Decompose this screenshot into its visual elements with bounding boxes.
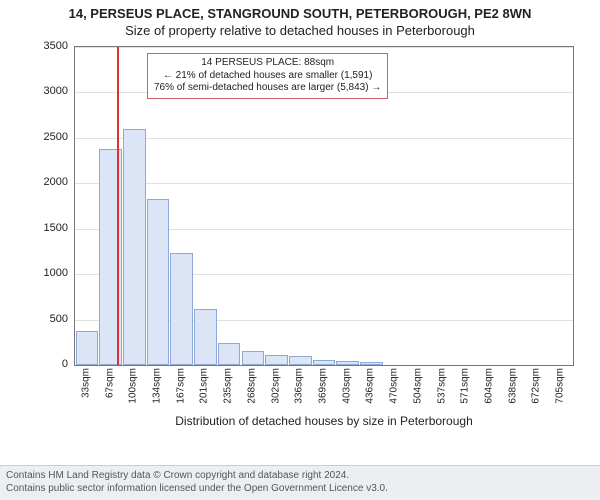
x-tick: 369sqm [318,368,329,404]
histogram-bar [360,362,383,365]
x-tick: 470sqm [389,368,400,404]
footer-line2: Contains public sector information licen… [6,483,594,496]
y-tick: 1000 [44,267,68,279]
x-tick: 167sqm [175,368,186,404]
y-tick: 1500 [44,222,68,234]
y-tick: 0 [62,358,68,370]
x-axis-ticks: 33sqm 67sqm 100sqm 134sqm 167sqm 201sqm 235sqm… [74,368,574,414]
histogram-bar [313,360,336,365]
y-tick: 500 [50,313,68,325]
x-tick: 67sqm [104,368,115,398]
x-tick: 504sqm [412,368,423,404]
gridline [75,183,573,184]
x-tick: 33sqm [80,368,91,398]
x-tick: 571sqm [460,368,471,404]
histogram-bar [289,356,312,365]
plot-area: 14 PERSEUS PLACE: 88sqm ← 21% of detache… [74,46,574,366]
gridline [75,47,573,48]
histogram-bar [242,351,265,365]
histogram-bar [194,309,217,365]
histogram-bar [218,343,241,365]
x-tick: 403sqm [341,368,352,404]
gridline [75,138,573,139]
x-tick: 672sqm [531,368,542,404]
x-tick: 604sqm [484,368,495,404]
page-title-line1: 14, PERSEUS PLACE, STANGROUND SOUTH, PET… [0,6,600,21]
x-tick: 436sqm [365,368,376,404]
x-tick: 201sqm [199,368,210,404]
y-tick: 3500 [44,40,68,52]
y-axis-ticks: 0500100015002000250030003500 [36,46,70,366]
y-tick: 2500 [44,131,68,143]
histogram-bar [265,355,288,365]
x-tick: 537sqm [436,368,447,404]
property-marker-line [117,47,119,365]
x-tick: 638sqm [507,368,518,404]
histogram-bar [76,331,99,365]
histogram-bar [123,129,146,365]
x-tick: 100sqm [128,368,139,404]
x-tick: 268sqm [246,368,257,404]
chart-container: Number of detached properties 0500100015… [36,46,580,436]
page-title-line2: Size of property relative to detached ho… [0,23,600,38]
annotation-box: 14 PERSEUS PLACE: 88sqm ← 21% of detache… [147,53,388,99]
annotation-line2: ← 21% of detached houses are smaller (1,… [154,70,381,83]
x-tick: 302sqm [270,368,281,404]
histogram-bar [147,199,170,365]
y-tick: 2000 [44,176,68,188]
footer: Contains HM Land Registry data © Crown c… [0,465,600,500]
x-tick: 336sqm [294,368,305,404]
footer-line1: Contains HM Land Registry data © Crown c… [6,470,594,483]
x-tick: 705sqm [555,368,566,404]
x-axis-label: Distribution of detached houses by size … [74,414,574,428]
x-tick: 134sqm [152,368,163,404]
annotation-line3: 76% of semi-detached houses are larger (… [154,82,381,95]
histogram-bar [336,361,359,365]
x-tick: 235sqm [223,368,234,404]
y-tick: 3000 [44,85,68,97]
histogram-bar [170,253,193,365]
annotation-line1: 14 PERSEUS PLACE: 88sqm [154,57,381,70]
